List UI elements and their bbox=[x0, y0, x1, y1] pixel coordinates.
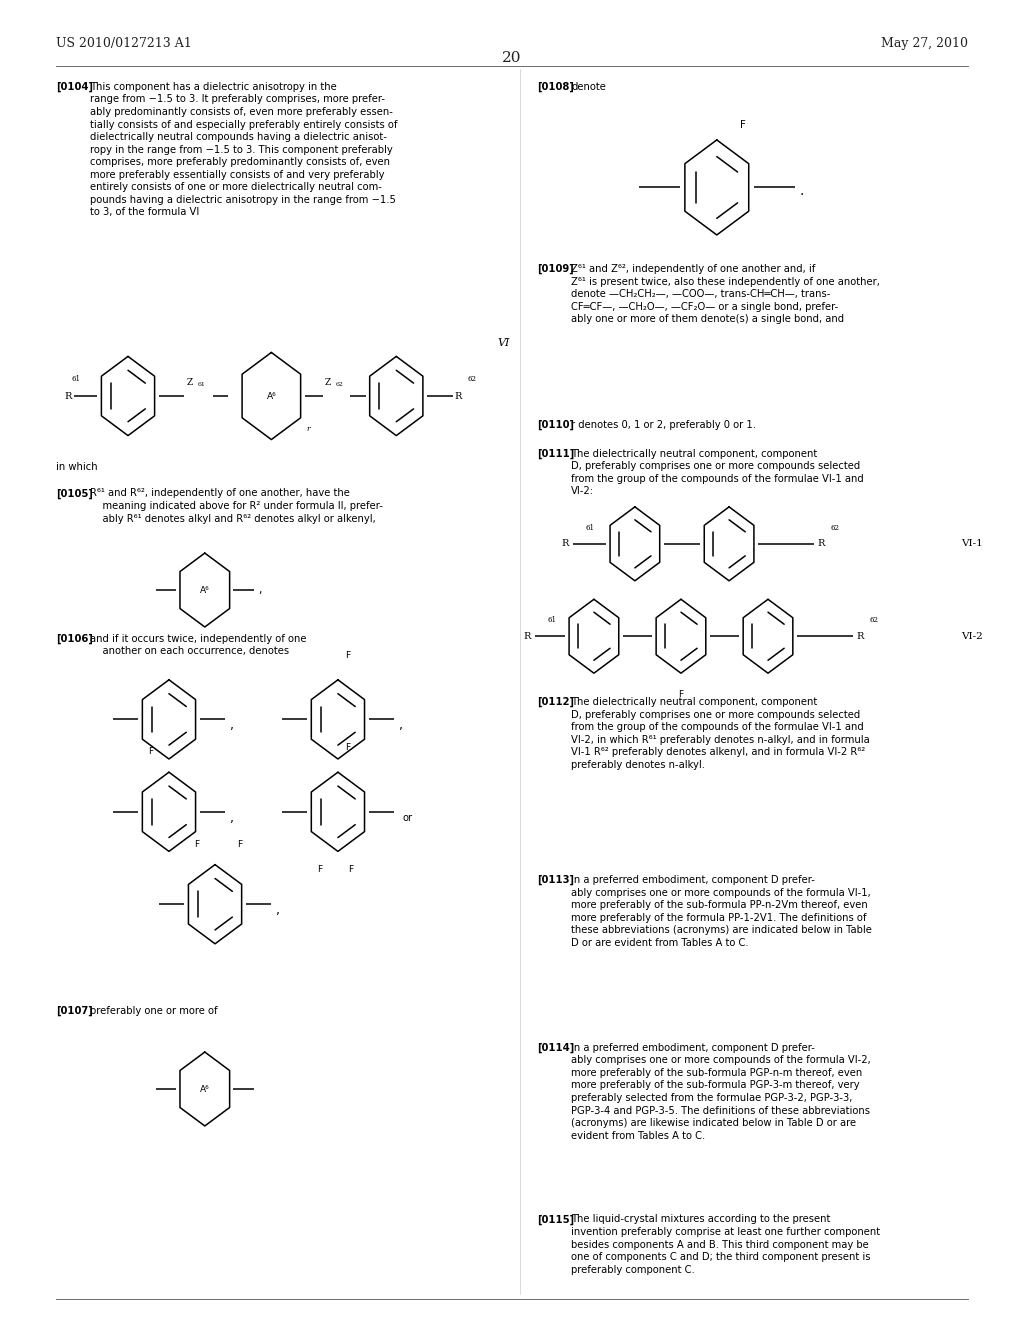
Text: ,: , bbox=[258, 585, 261, 595]
Text: 62: 62 bbox=[468, 375, 477, 383]
Text: [0111]: [0111] bbox=[538, 449, 574, 459]
Text: May 27, 2010: May 27, 2010 bbox=[881, 37, 968, 50]
Text: in which: in which bbox=[56, 462, 98, 473]
Text: R⁶¹ and R⁶², independently of one another, have the
    meaning indicated above : R⁶¹ and R⁶², independently of one anothe… bbox=[90, 488, 383, 524]
Text: VI: VI bbox=[498, 338, 510, 348]
Text: F: F bbox=[238, 840, 243, 849]
Text: This component has a dielectric anisotropy in the
range from −1.5 to 3. It prefe: This component has a dielectric anisotro… bbox=[90, 82, 397, 218]
Text: denote: denote bbox=[571, 82, 606, 92]
Text: F: F bbox=[147, 747, 154, 756]
Text: r denotes 0, 1 or 2, preferably 0 or 1.: r denotes 0, 1 or 2, preferably 0 or 1. bbox=[571, 420, 757, 430]
Text: .: . bbox=[800, 185, 804, 198]
Text: In a preferred embodiment, component D prefer-
ably comprises one or more compou: In a preferred embodiment, component D p… bbox=[571, 875, 872, 948]
Text: ,: , bbox=[276, 904, 281, 917]
Text: 61: 61 bbox=[548, 616, 557, 624]
Text: R: R bbox=[856, 632, 863, 640]
Text: [0113]: [0113] bbox=[538, 875, 574, 886]
Text: 62: 62 bbox=[336, 381, 344, 387]
Text: ,: , bbox=[230, 719, 234, 733]
Text: Z⁶¹ and Z⁶², independently of one another and, if
Z⁶¹ is present twice, also the: Z⁶¹ and Z⁶², independently of one anothe… bbox=[571, 264, 881, 325]
Text: or: or bbox=[402, 813, 413, 824]
Text: [0112]: [0112] bbox=[538, 697, 574, 708]
Text: A⁶: A⁶ bbox=[200, 586, 210, 594]
Text: [0114]: [0114] bbox=[538, 1043, 574, 1053]
Text: [0110]: [0110] bbox=[538, 420, 574, 430]
Text: and if it occurs twice, independently of one
    another on each occurrence, den: and if it occurs twice, independently of… bbox=[90, 634, 306, 656]
Text: F: F bbox=[345, 743, 351, 752]
Text: Z: Z bbox=[325, 378, 331, 387]
Text: [0104]: [0104] bbox=[56, 82, 93, 92]
Text: 20: 20 bbox=[502, 51, 522, 66]
Text: [0105]: [0105] bbox=[56, 488, 93, 499]
Text: preferably one or more of: preferably one or more of bbox=[90, 1006, 218, 1016]
Text: Z: Z bbox=[186, 378, 193, 387]
Text: VI-1: VI-1 bbox=[962, 540, 983, 548]
Text: F: F bbox=[345, 651, 351, 660]
Text: [0107]: [0107] bbox=[56, 1006, 93, 1016]
Text: R: R bbox=[561, 540, 568, 548]
Text: R: R bbox=[65, 392, 72, 400]
Text: F: F bbox=[316, 865, 323, 874]
Text: 61: 61 bbox=[198, 381, 206, 387]
Text: The liquid-crystal mixtures according to the present
invention preferably compri: The liquid-crystal mixtures according to… bbox=[571, 1214, 881, 1275]
Text: A⁶: A⁶ bbox=[200, 1085, 210, 1093]
Text: R: R bbox=[455, 392, 462, 400]
Text: 62: 62 bbox=[830, 524, 840, 532]
Text: VI-2: VI-2 bbox=[962, 632, 983, 640]
Text: [0106]: [0106] bbox=[56, 634, 93, 644]
Text: A⁶: A⁶ bbox=[266, 392, 276, 400]
Text: F: F bbox=[194, 840, 200, 849]
Text: US 2010/0127213 A1: US 2010/0127213 A1 bbox=[56, 37, 193, 50]
Text: The dielectrically neutral component, component
D, preferably comprises one or m: The dielectrically neutral component, co… bbox=[571, 697, 870, 770]
Text: R: R bbox=[817, 540, 824, 548]
Text: F: F bbox=[348, 865, 353, 874]
Text: F: F bbox=[678, 690, 684, 700]
Text: [0109]: [0109] bbox=[538, 264, 574, 275]
Text: [0108]: [0108] bbox=[538, 82, 574, 92]
Text: The dielectrically neutral component, component
D, preferably comprises one or m: The dielectrically neutral component, co… bbox=[571, 449, 864, 496]
Text: r: r bbox=[306, 425, 310, 433]
Text: R: R bbox=[523, 632, 530, 640]
Text: ,: , bbox=[230, 812, 234, 825]
Text: In a preferred embodiment, component D prefer-
ably comprises one or more compou: In a preferred embodiment, component D p… bbox=[571, 1043, 871, 1140]
Text: F: F bbox=[740, 120, 746, 131]
Text: 61: 61 bbox=[586, 524, 595, 532]
Text: ,: , bbox=[399, 719, 403, 733]
Text: 61: 61 bbox=[72, 375, 81, 383]
Text: 62: 62 bbox=[869, 616, 879, 624]
Text: [0115]: [0115] bbox=[538, 1214, 574, 1225]
